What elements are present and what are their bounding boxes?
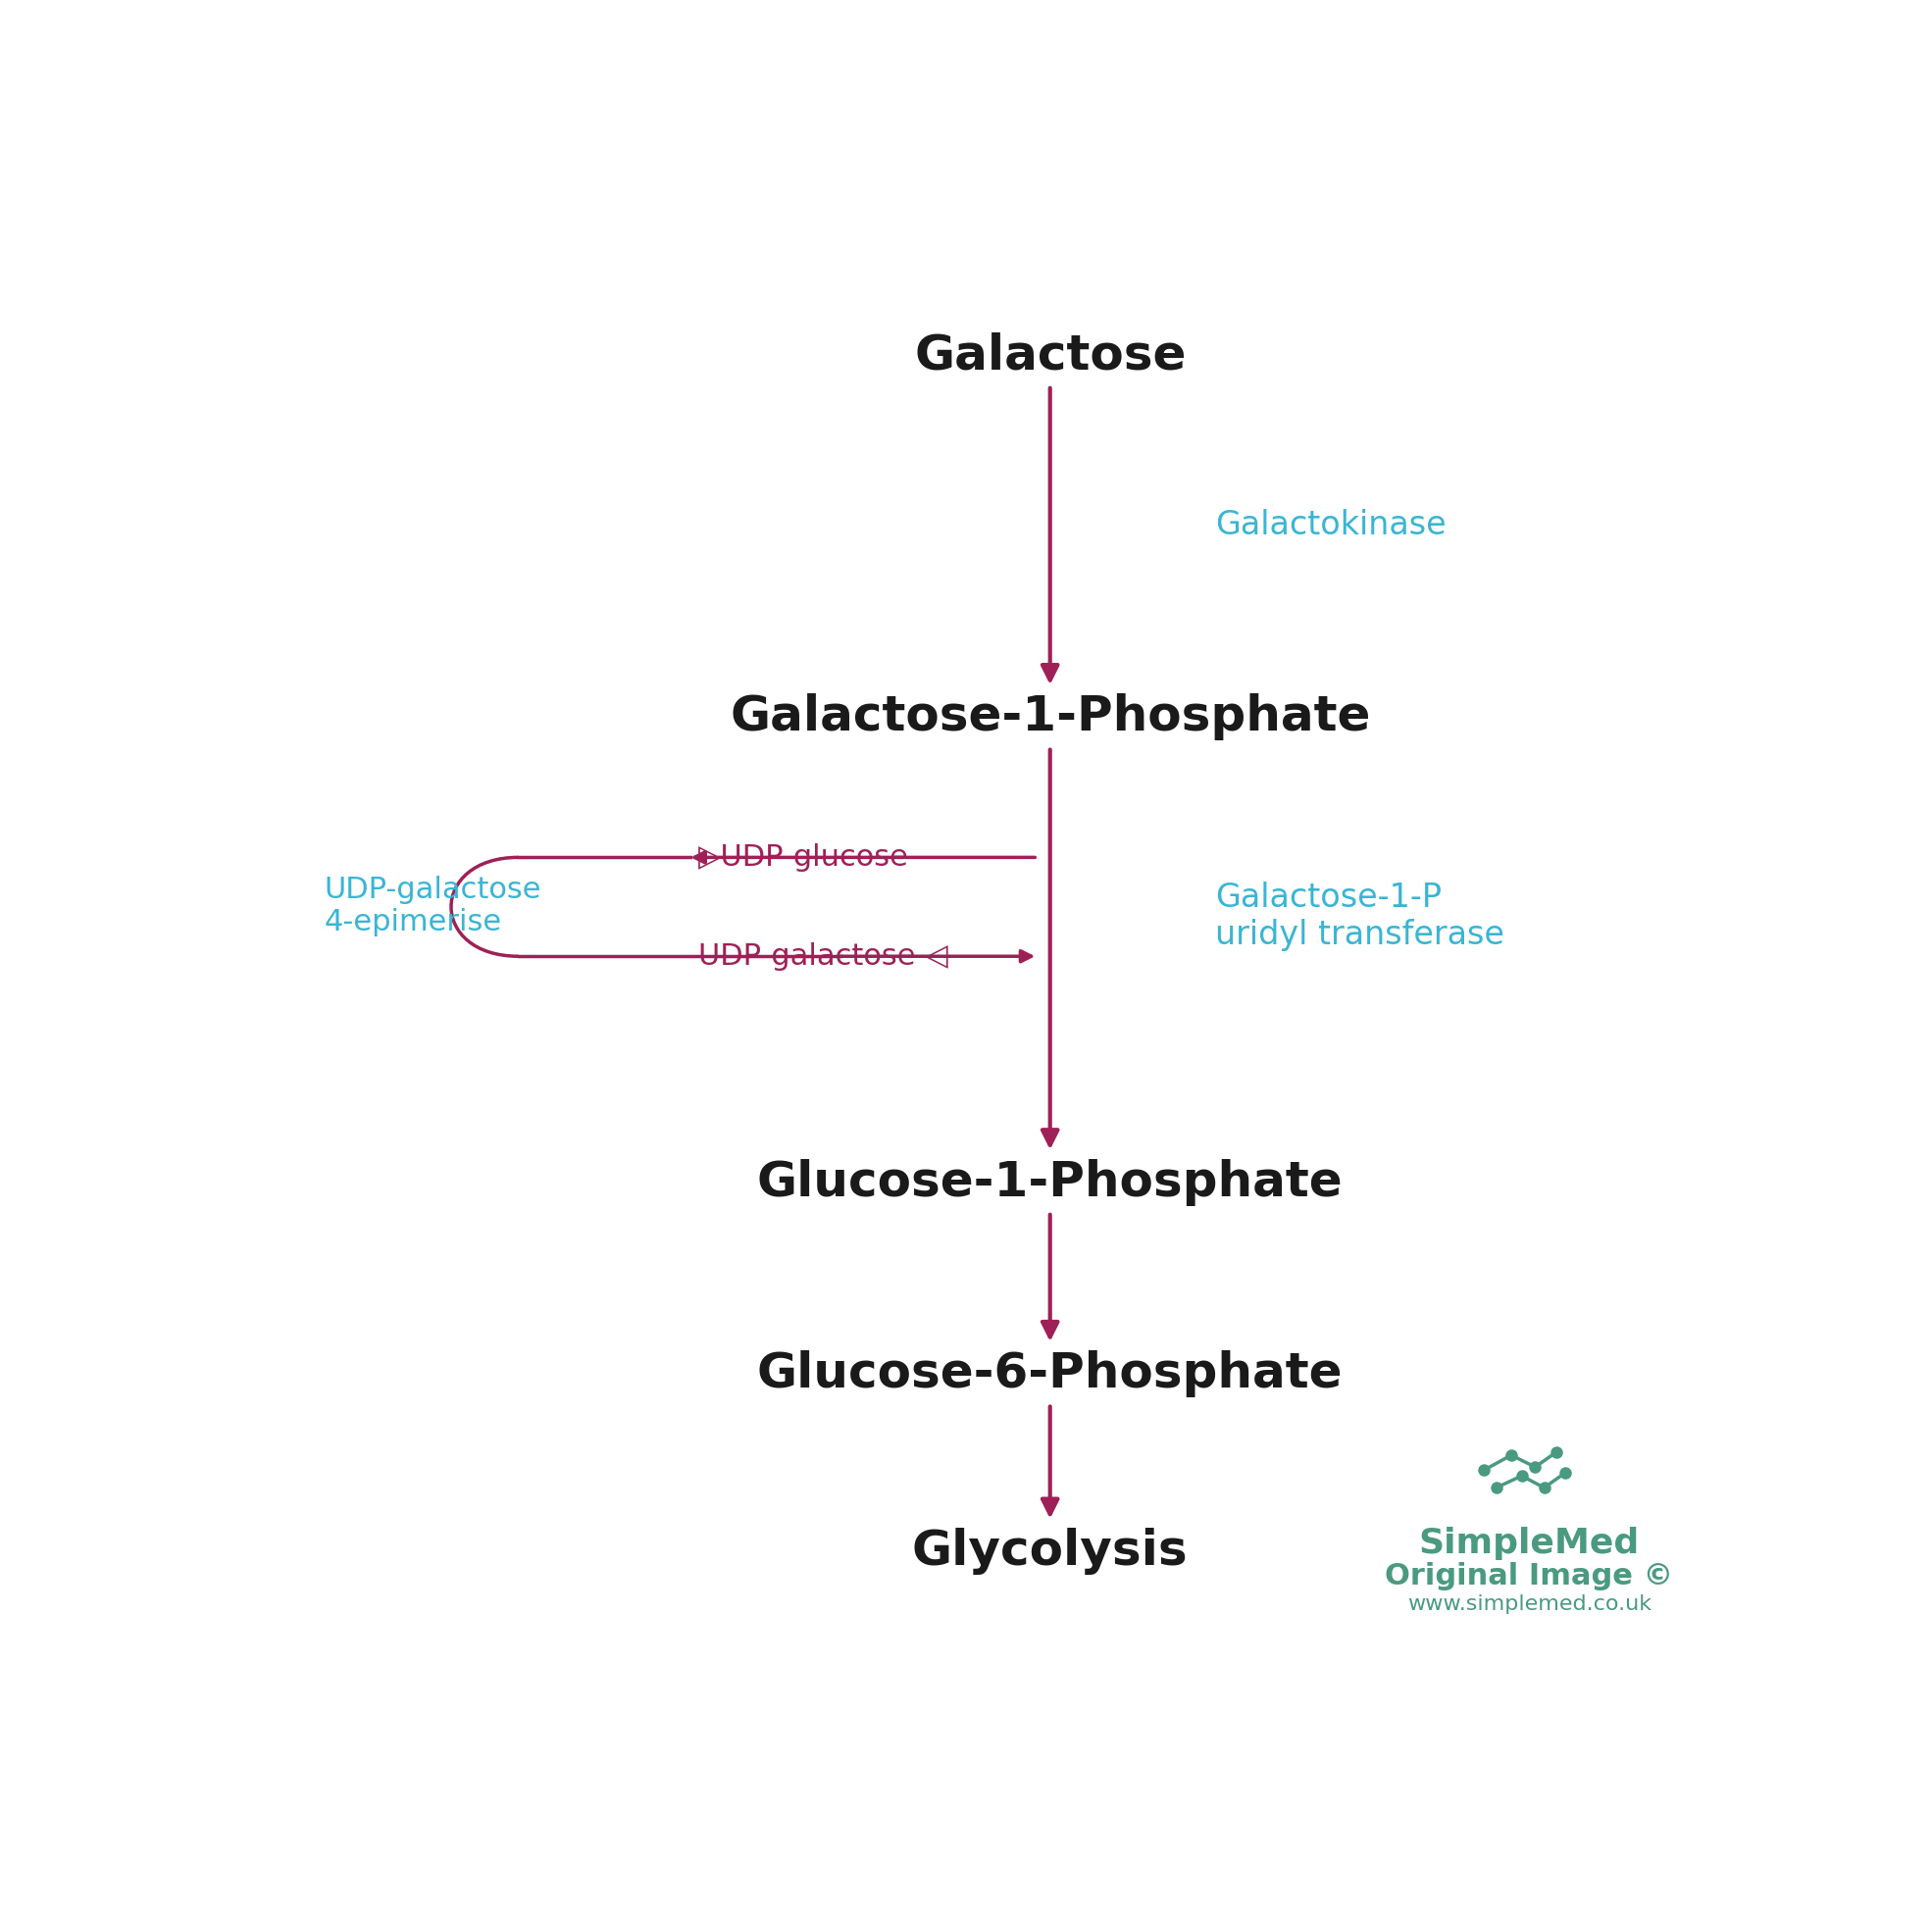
Text: Galactose-1-P
uridyl transferase: Galactose-1-P uridyl transferase <box>1215 882 1503 951</box>
Text: Original Image ©: Original Image © <box>1385 1562 1673 1591</box>
Text: UDP-galactose
4-epimerise: UDP-galactose 4-epimerise <box>325 876 541 937</box>
Text: ▷UDP-glucose: ▷UDP-glucose <box>697 843 908 872</box>
Text: Galactose-1-Phosphate: Galactose-1-Phosphate <box>730 694 1370 740</box>
Text: Glucose-1-Phosphate: Glucose-1-Phosphate <box>757 1158 1343 1206</box>
Text: Galactose: Galactose <box>914 332 1186 380</box>
Text: Galactokinase: Galactokinase <box>1215 510 1445 541</box>
Text: Glucose-6-Phosphate: Glucose-6-Phosphate <box>757 1350 1343 1397</box>
Text: SimpleMed: SimpleMed <box>1418 1528 1640 1560</box>
Text: www.simplemed.co.uk: www.simplemed.co.uk <box>1406 1595 1652 1614</box>
Text: Glycolysis: Glycolysis <box>912 1528 1188 1574</box>
Text: UDP-galactose ◁: UDP-galactose ◁ <box>697 941 949 970</box>
